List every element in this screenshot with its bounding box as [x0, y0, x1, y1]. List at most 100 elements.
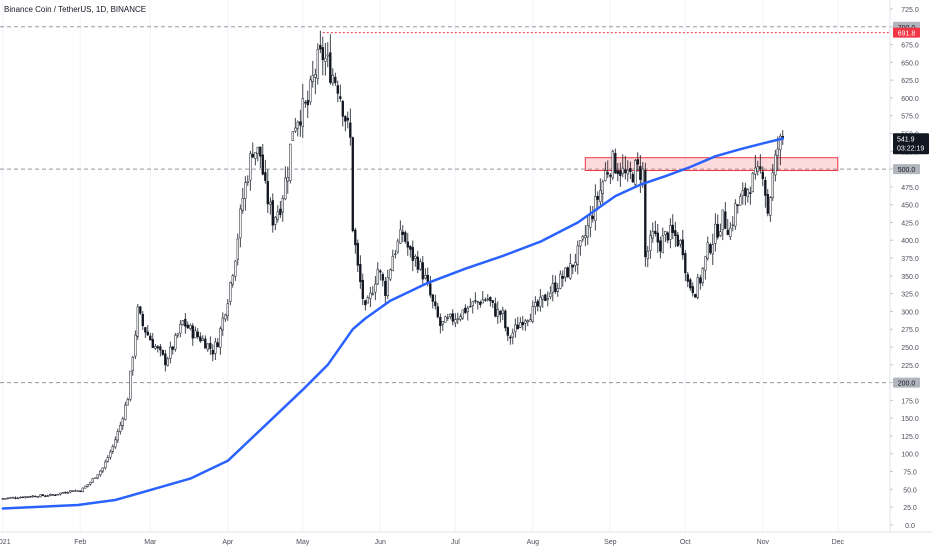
candle-body[interactable]	[364, 300, 367, 306]
candle-body[interactable]	[446, 317, 449, 319]
candle-body[interactable]	[339, 96, 342, 99]
candle-body[interactable]	[206, 343, 209, 350]
candle-body[interactable]	[456, 318, 459, 320]
candle-body[interactable]	[304, 102, 307, 104]
candle-body[interactable]	[219, 328, 222, 348]
candle-body[interactable]	[374, 283, 377, 293]
candle-body[interactable]	[706, 242, 709, 259]
candle-body[interactable]	[581, 236, 584, 240]
candle-body[interactable]	[516, 324, 519, 330]
candle-body[interactable]	[279, 208, 282, 215]
candle-body[interactable]	[104, 461, 107, 469]
candle-body[interactable]	[346, 117, 349, 121]
candle-body[interactable]	[51, 494, 54, 496]
candle-body[interactable]	[419, 261, 422, 270]
candle-body[interactable]	[244, 182, 247, 199]
candle-body[interactable]	[79, 490, 82, 492]
candle-body[interactable]	[354, 229, 357, 246]
candle-body[interactable]	[766, 193, 769, 214]
candle-body[interactable]	[494, 303, 497, 317]
candle-body[interactable]	[614, 152, 617, 174]
candle-body[interactable]	[719, 231, 722, 237]
candle-body[interactable]	[424, 274, 427, 279]
candle-body[interactable]	[56, 493, 59, 496]
candle-body[interactable]	[601, 181, 604, 194]
candle-body[interactable]	[536, 300, 539, 307]
candle-body[interactable]	[689, 279, 692, 289]
candle-body[interactable]	[184, 318, 187, 327]
candle-body[interactable]	[131, 357, 134, 371]
candle-body[interactable]	[266, 181, 269, 205]
candle-body[interactable]	[321, 47, 324, 61]
candle-body[interactable]	[686, 274, 689, 282]
candle-body[interactable]	[666, 232, 669, 241]
candle-body[interactable]	[739, 196, 742, 206]
candle-body[interactable]	[426, 274, 429, 283]
candle-body[interactable]	[54, 494, 57, 496]
candle-body[interactable]	[71, 490, 74, 492]
candle-body[interactable]	[656, 232, 659, 243]
candle-body[interactable]	[504, 310, 507, 329]
candle-body[interactable]	[19, 496, 22, 499]
candle-body[interactable]	[61, 492, 64, 494]
candle-body[interactable]	[761, 171, 764, 180]
candle-body[interactable]	[24, 496, 27, 498]
candle-body[interactable]	[694, 293, 697, 298]
candle-body[interactable]	[256, 146, 259, 154]
candle-body[interactable]	[676, 234, 679, 247]
candle-body[interactable]	[99, 470, 102, 476]
candle-body[interactable]	[529, 319, 532, 322]
candle-body[interactable]	[264, 172, 267, 181]
candle-body[interactable]	[191, 325, 194, 339]
candle-body[interactable]	[199, 336, 202, 342]
candle-body[interactable]	[349, 122, 352, 138]
candle-body[interactable]	[564, 267, 567, 278]
candle-body[interactable]	[636, 159, 639, 165]
candle-body[interactable]	[459, 316, 462, 320]
time-axis[interactable]: 2021 Feb Mar Apr May Jun Jul Aug Sep Oct Nov Dec	[0, 539, 845, 546]
candle-body[interactable]	[561, 276, 564, 279]
candle-body[interactable]	[576, 245, 579, 265]
candle-body[interactable]	[579, 240, 582, 247]
candle-body[interactable]	[174, 335, 177, 350]
candle-body[interactable]	[306, 100, 309, 106]
candle-body[interactable]	[489, 296, 492, 302]
candle-body[interactable]	[699, 277, 702, 284]
candle-body[interactable]	[596, 195, 599, 200]
candle-body[interactable]	[356, 243, 359, 266]
candle-body[interactable]	[531, 305, 534, 322]
candle-body[interactable]	[141, 314, 144, 327]
candle-body[interactable]	[434, 301, 437, 306]
candle-body[interactable]	[116, 431, 119, 441]
candle-body[interactable]	[724, 211, 727, 229]
candle-body[interactable]	[451, 313, 454, 322]
candle-body[interactable]	[359, 263, 362, 283]
candle-body[interactable]	[574, 262, 577, 266]
candle-body[interactable]	[599, 190, 602, 202]
candle-body[interactable]	[604, 170, 607, 181]
candle-body[interactable]	[66, 492, 69, 494]
candle-body[interactable]	[134, 334, 137, 357]
candle-body[interactable]	[386, 277, 389, 296]
candle-body[interactable]	[144, 327, 147, 333]
candle-body[interactable]	[271, 200, 274, 226]
candle-body[interactable]	[756, 166, 759, 172]
candle-body[interactable]	[276, 211, 279, 220]
candle-body[interactable]	[39, 494, 42, 498]
candle-body[interactable]	[294, 127, 297, 132]
candle-body[interactable]	[646, 250, 649, 259]
candle-body[interactable]	[106, 457, 109, 462]
candle-body[interactable]	[401, 231, 404, 235]
candle-body[interactable]	[399, 229, 402, 244]
candle-body[interactable]	[361, 280, 364, 299]
candle-body[interactable]	[414, 256, 417, 259]
candle-body[interactable]	[509, 336, 512, 339]
candle-body[interactable]	[11, 497, 14, 499]
candle-body[interactable]	[49, 494, 52, 496]
candle-body[interactable]	[179, 324, 182, 334]
candle-body[interactable]	[29, 496, 32, 498]
candle-body[interactable]	[644, 170, 647, 257]
candle-body[interactable]	[156, 346, 159, 349]
candle-body[interactable]	[269, 201, 272, 205]
